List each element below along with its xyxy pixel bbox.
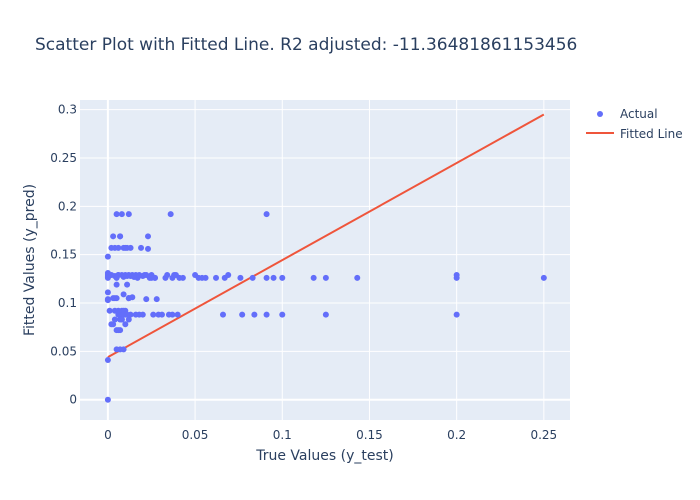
data-point (251, 311, 258, 318)
data-point (164, 271, 171, 278)
data-point (104, 253, 111, 260)
data-point (124, 281, 131, 288)
data-point (136, 271, 143, 278)
data-marks (104, 113, 547, 403)
data-point (129, 294, 136, 301)
data-point (145, 245, 152, 252)
x-tick-label: 0.05 (182, 428, 209, 442)
x-tick-label: 0.1 (273, 428, 292, 442)
data-point (249, 274, 256, 281)
data-point (213, 274, 220, 281)
grid-lines (80, 100, 570, 420)
data-point (237, 274, 244, 281)
data-point (120, 291, 127, 298)
x-tick-label: 0 (104, 428, 112, 442)
data-point (150, 311, 157, 318)
y-tick-labels: 0 0.05 0.1 0.15 0.2 0.25 0.3 (50, 103, 77, 407)
data-point (139, 311, 146, 318)
data-point (115, 307, 122, 314)
plot-area (80, 100, 570, 420)
data-point (540, 274, 547, 281)
y-axis-title: Fitted Values (y_pred) (22, 184, 38, 336)
chart-title: Scatter Plot with Fitted Line. R2 adjust… (35, 35, 577, 55)
data-point (174, 311, 181, 318)
data-point (120, 273, 127, 280)
data-point (143, 271, 150, 278)
data-point (104, 357, 111, 364)
data-point (453, 311, 460, 318)
data-point (122, 321, 129, 328)
data-point (125, 271, 132, 278)
y-tick-label: 0.15 (50, 248, 77, 262)
data-point (158, 311, 165, 318)
data-point (104, 396, 111, 403)
fitted-line (107, 113, 545, 359)
y-tick-label: 0.2 (58, 199, 77, 213)
data-point (125, 211, 132, 218)
data-point (125, 316, 132, 323)
data-point (117, 233, 124, 240)
data-point (118, 211, 125, 218)
legend-label-actual: Actual (620, 107, 658, 121)
data-point (120, 244, 127, 251)
data-point (270, 274, 277, 281)
data-point (118, 316, 125, 323)
data-point (169, 311, 176, 318)
data-point (263, 274, 270, 281)
data-point (115, 327, 122, 334)
x-tick-label: 0.2 (447, 428, 466, 442)
data-point (148, 274, 155, 281)
legend[interactable]: Actual Fitted Line (586, 107, 683, 141)
legend-marker-actual (597, 111, 603, 117)
data-point (113, 274, 120, 281)
data-point (104, 289, 111, 296)
data-point (113, 346, 120, 353)
data-point (124, 311, 131, 318)
data-point (263, 311, 270, 318)
x-axis-title: True Values (y_test) (255, 448, 393, 464)
y-tick-label: 0 (69, 393, 77, 407)
data-point (310, 274, 317, 281)
y-tick-label: 0.1 (58, 296, 77, 310)
data-point (354, 274, 361, 281)
data-point (110, 233, 117, 240)
data-point (113, 281, 120, 288)
data-point (322, 311, 329, 318)
data-point (453, 271, 460, 278)
data-point (322, 274, 329, 281)
data-point (153, 296, 160, 303)
data-point (110, 295, 117, 302)
data-point (120, 346, 127, 353)
x-tick-label: 0.25 (530, 428, 557, 442)
data-point (111, 244, 118, 251)
data-point (138, 244, 145, 251)
data-point (219, 311, 226, 318)
data-point (225, 271, 232, 278)
data-point (179, 274, 186, 281)
data-point (111, 316, 118, 323)
y-tick-label: 0.25 (50, 151, 77, 165)
x-tick-labels: 0 0.05 0.1 0.15 0.2 0.25 (104, 428, 557, 442)
y-tick-label: 0.3 (58, 103, 77, 117)
data-point (113, 211, 120, 218)
data-point (202, 274, 209, 281)
data-point (263, 211, 270, 218)
legend-label-fitted: Fitted Line (620, 127, 683, 141)
data-point (239, 311, 246, 318)
data-point (169, 274, 176, 281)
data-point (104, 297, 111, 304)
data-point (279, 311, 286, 318)
data-point (108, 271, 115, 278)
data-point (279, 274, 286, 281)
data-point (131, 273, 138, 280)
data-point (106, 307, 113, 314)
data-point (110, 321, 117, 328)
x-tick-label: 0.15 (356, 428, 383, 442)
data-point (167, 211, 174, 218)
y-tick-label: 0.05 (50, 344, 77, 358)
data-point (145, 233, 152, 240)
data-point (143, 296, 150, 303)
